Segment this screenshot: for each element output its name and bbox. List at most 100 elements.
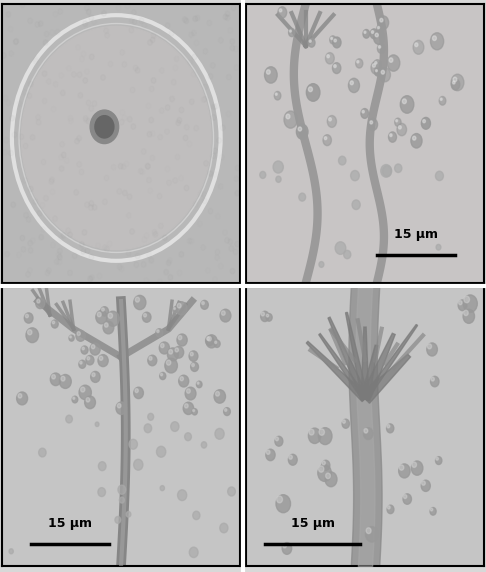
Ellipse shape	[189, 547, 198, 558]
Ellipse shape	[318, 464, 331, 482]
Ellipse shape	[103, 321, 114, 334]
Ellipse shape	[25, 314, 29, 318]
Ellipse shape	[79, 385, 91, 400]
Polygon shape	[361, 345, 378, 400]
Ellipse shape	[371, 61, 381, 74]
Ellipse shape	[266, 450, 270, 454]
Ellipse shape	[387, 424, 390, 428]
Ellipse shape	[142, 312, 151, 322]
Ellipse shape	[387, 506, 390, 509]
Ellipse shape	[364, 428, 373, 439]
Ellipse shape	[66, 415, 72, 423]
Ellipse shape	[327, 55, 330, 58]
Ellipse shape	[308, 38, 315, 47]
Text: 15 μm: 15 μm	[394, 228, 438, 241]
Ellipse shape	[135, 388, 139, 392]
Ellipse shape	[431, 377, 434, 381]
Ellipse shape	[440, 98, 442, 101]
Ellipse shape	[69, 335, 74, 341]
Ellipse shape	[148, 414, 154, 420]
Ellipse shape	[348, 78, 360, 93]
Ellipse shape	[134, 295, 146, 309]
Ellipse shape	[183, 402, 194, 415]
Ellipse shape	[375, 61, 377, 64]
Ellipse shape	[208, 336, 211, 341]
Ellipse shape	[156, 329, 159, 333]
Ellipse shape	[363, 30, 370, 38]
Ellipse shape	[135, 297, 139, 302]
Ellipse shape	[364, 428, 368, 433]
Ellipse shape	[185, 433, 191, 440]
Ellipse shape	[439, 97, 446, 105]
Ellipse shape	[381, 165, 392, 177]
Ellipse shape	[319, 429, 325, 435]
Ellipse shape	[334, 39, 336, 42]
Ellipse shape	[189, 351, 198, 362]
Ellipse shape	[143, 313, 146, 317]
Ellipse shape	[215, 341, 217, 344]
Ellipse shape	[451, 79, 460, 90]
Ellipse shape	[149, 356, 152, 360]
Ellipse shape	[290, 30, 292, 32]
Ellipse shape	[261, 312, 264, 316]
Ellipse shape	[374, 31, 384, 45]
Ellipse shape	[400, 96, 414, 113]
Ellipse shape	[283, 543, 286, 548]
Text: 15 μm: 15 μm	[48, 517, 92, 530]
Ellipse shape	[26, 328, 38, 343]
Ellipse shape	[309, 429, 314, 435]
Ellipse shape	[380, 67, 390, 82]
Text: 15 μm: 15 μm	[291, 517, 335, 530]
Ellipse shape	[275, 436, 283, 446]
Ellipse shape	[52, 320, 58, 328]
Ellipse shape	[266, 313, 272, 321]
Ellipse shape	[427, 344, 432, 349]
Ellipse shape	[177, 490, 187, 500]
Ellipse shape	[35, 298, 45, 309]
Ellipse shape	[160, 486, 164, 491]
Ellipse shape	[451, 74, 464, 91]
Ellipse shape	[413, 40, 424, 54]
Ellipse shape	[422, 481, 425, 485]
Ellipse shape	[167, 348, 178, 361]
Ellipse shape	[72, 396, 78, 403]
Ellipse shape	[104, 323, 108, 327]
Ellipse shape	[264, 67, 277, 83]
Ellipse shape	[98, 355, 108, 367]
Ellipse shape	[411, 133, 422, 148]
Ellipse shape	[86, 355, 94, 365]
Ellipse shape	[82, 347, 85, 350]
Ellipse shape	[389, 58, 393, 62]
Ellipse shape	[338, 156, 346, 165]
Ellipse shape	[435, 456, 442, 464]
Ellipse shape	[368, 118, 378, 130]
Ellipse shape	[396, 120, 398, 122]
Ellipse shape	[207, 337, 209, 340]
Ellipse shape	[365, 527, 378, 542]
Ellipse shape	[278, 7, 287, 18]
Ellipse shape	[402, 99, 406, 104]
Ellipse shape	[17, 392, 28, 405]
Polygon shape	[361, 354, 411, 403]
Ellipse shape	[159, 342, 170, 354]
Ellipse shape	[117, 403, 121, 408]
Ellipse shape	[115, 517, 121, 523]
Ellipse shape	[421, 480, 430, 491]
Ellipse shape	[334, 65, 336, 67]
Ellipse shape	[69, 336, 71, 338]
Ellipse shape	[362, 110, 364, 113]
Ellipse shape	[266, 70, 270, 74]
Ellipse shape	[192, 410, 194, 412]
Ellipse shape	[395, 164, 402, 173]
Ellipse shape	[370, 121, 373, 124]
Ellipse shape	[327, 116, 336, 128]
Ellipse shape	[326, 53, 334, 64]
Ellipse shape	[289, 455, 293, 459]
Ellipse shape	[298, 127, 302, 131]
Ellipse shape	[395, 118, 401, 126]
Ellipse shape	[387, 505, 394, 514]
Ellipse shape	[399, 126, 401, 129]
Ellipse shape	[289, 29, 295, 37]
Ellipse shape	[178, 336, 182, 340]
Ellipse shape	[350, 170, 359, 181]
